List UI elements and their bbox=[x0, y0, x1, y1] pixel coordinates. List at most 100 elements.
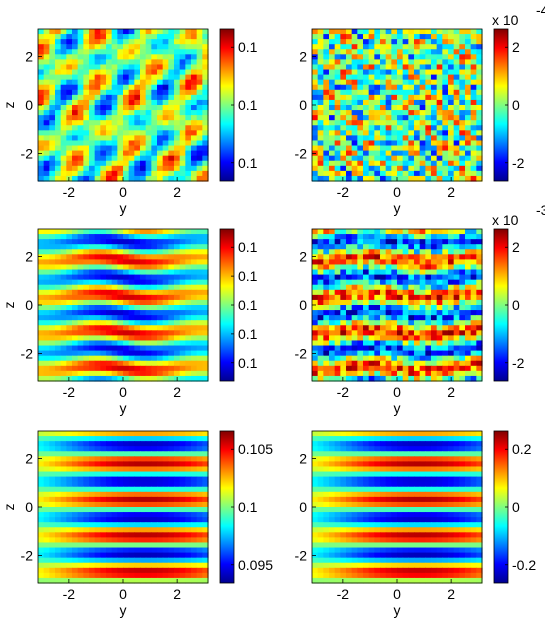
heatmap-cell bbox=[196, 471, 203, 478]
heatmap-cell bbox=[106, 79, 113, 86]
heatmap-cell bbox=[453, 229, 460, 235]
heatmap-cell bbox=[442, 234, 449, 240]
heatmap-cell bbox=[448, 34, 455, 40]
heatmap-cell bbox=[77, 456, 84, 462]
heatmap-cell bbox=[94, 115, 101, 121]
heatmap-cell bbox=[100, 562, 107, 569]
heatmap-cell bbox=[357, 441, 364, 447]
heatmap-cell bbox=[72, 274, 79, 281]
heatmap-cell bbox=[368, 431, 375, 437]
heatmap-cell bbox=[442, 155, 449, 162]
heatmap-cell bbox=[100, 79, 107, 86]
heatmap-cell bbox=[140, 299, 147, 306]
heatmap-cell bbox=[162, 315, 169, 321]
heatmap-cell bbox=[100, 244, 107, 250]
heatmap-cell bbox=[174, 557, 181, 564]
heatmap-cell bbox=[202, 517, 209, 523]
heatmap-cell bbox=[185, 365, 192, 372]
heatmap-cell bbox=[414, 274, 421, 281]
heatmap-cell bbox=[363, 269, 370, 276]
heatmap-cell bbox=[368, 259, 375, 266]
heatmap-cell bbox=[323, 370, 330, 377]
heatmap-cell bbox=[363, 471, 370, 478]
heatmap-cell bbox=[100, 125, 107, 131]
heatmap-cell bbox=[357, 229, 364, 235]
heatmap-cell bbox=[425, 89, 432, 96]
heatmap-cell bbox=[363, 89, 370, 96]
heatmap-cell bbox=[363, 299, 370, 306]
heatmap-cell bbox=[111, 105, 118, 111]
heatmap-cell bbox=[117, 84, 124, 91]
heatmap-cell bbox=[134, 365, 141, 372]
heatmap-cell bbox=[431, 249, 438, 255]
heatmap-cell bbox=[448, 74, 455, 81]
heatmap-cell bbox=[459, 165, 466, 172]
heatmap-cell bbox=[196, 239, 203, 245]
heatmap-cell bbox=[185, 451, 192, 457]
heatmap-cell bbox=[470, 476, 477, 483]
heatmap-cell bbox=[431, 155, 438, 162]
heatmap-cell bbox=[134, 44, 141, 50]
heatmap-cell bbox=[329, 239, 336, 245]
heatmap-cell bbox=[94, 375, 101, 382]
heatmap-cell bbox=[94, 84, 101, 91]
heatmap-cell bbox=[408, 345, 415, 352]
heatmap-cell bbox=[374, 350, 381, 357]
heatmap-cell bbox=[196, 89, 203, 96]
heatmap-cell bbox=[89, 355, 96, 362]
heatmap-cell bbox=[145, 507, 152, 513]
colorbar-multiplier: x 10 bbox=[492, 212, 519, 228]
heatmap-cell bbox=[470, 310, 477, 316]
heatmap-cell bbox=[100, 89, 107, 96]
heatmap-cell bbox=[323, 491, 330, 498]
heatmap-cell bbox=[425, 350, 432, 357]
heatmap-cell bbox=[442, 39, 449, 45]
heatmap-cell bbox=[94, 249, 101, 255]
heatmap-cell bbox=[380, 335, 387, 342]
heatmap-cell bbox=[459, 294, 466, 301]
heatmap-cell bbox=[140, 79, 147, 86]
heatmap-cell bbox=[357, 315, 364, 321]
heatmap-cell bbox=[38, 567, 45, 574]
heatmap-cell bbox=[351, 59, 358, 66]
heatmap-cell bbox=[351, 340, 358, 347]
heatmap-cell bbox=[476, 325, 483, 331]
heatmap-cell bbox=[185, 150, 192, 157]
heatmap-cell bbox=[123, 170, 130, 177]
heatmap-cell bbox=[408, 79, 415, 86]
heatmap-cell bbox=[202, 466, 209, 473]
heatmap-cell bbox=[442, 431, 449, 437]
heatmap-cell bbox=[351, 284, 358, 291]
heatmap-cell bbox=[83, 557, 90, 564]
heatmap-cell bbox=[66, 345, 73, 352]
heatmap-cell bbox=[106, 481, 113, 488]
heatmap-cell bbox=[323, 244, 330, 250]
heatmap-cell bbox=[323, 89, 330, 96]
heatmap-cell bbox=[134, 456, 141, 462]
heatmap-cell bbox=[385, 481, 392, 488]
heatmap-cell bbox=[66, 577, 73, 584]
heatmap-cell bbox=[442, 481, 449, 488]
heatmap-cell bbox=[340, 471, 347, 478]
heatmap-cell bbox=[89, 436, 96, 442]
heatmap-cell bbox=[340, 170, 347, 177]
heatmap-cell bbox=[419, 451, 426, 457]
heatmap-cell bbox=[448, 89, 455, 96]
heatmap-cell bbox=[43, 125, 50, 131]
heatmap-cell bbox=[431, 234, 438, 240]
heatmap-cell bbox=[465, 264, 472, 271]
heatmap-cell bbox=[89, 532, 96, 538]
heatmap-cell bbox=[145, 239, 152, 245]
heatmap-cell bbox=[38, 140, 45, 147]
heatmap-cell bbox=[363, 345, 370, 352]
heatmap-cell bbox=[419, 375, 426, 382]
heatmap-cell bbox=[408, 34, 415, 40]
heatmap-cell bbox=[357, 44, 364, 50]
heatmap-cell bbox=[191, 175, 198, 182]
heatmap-cell bbox=[374, 264, 381, 271]
heatmap-cell bbox=[106, 64, 113, 71]
heatmap-cell bbox=[476, 289, 483, 296]
heatmap-cell bbox=[134, 234, 141, 240]
heatmap-cell bbox=[323, 39, 330, 45]
heatmap-cell bbox=[470, 289, 477, 296]
